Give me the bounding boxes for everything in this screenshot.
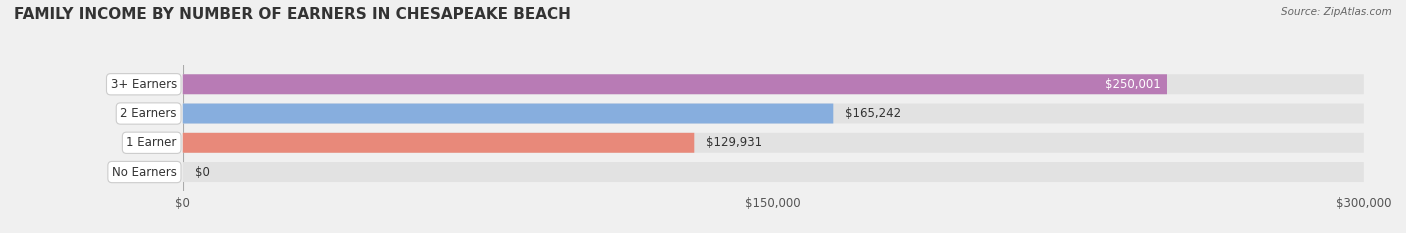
Text: FAMILY INCOME BY NUMBER OF EARNERS IN CHESAPEAKE BEACH: FAMILY INCOME BY NUMBER OF EARNERS IN CH… — [14, 7, 571, 22]
Text: No Earners: No Earners — [112, 165, 177, 178]
Text: $0: $0 — [194, 165, 209, 178]
FancyBboxPatch shape — [183, 162, 1364, 182]
FancyBboxPatch shape — [183, 74, 1167, 94]
FancyBboxPatch shape — [183, 103, 834, 123]
Text: Source: ZipAtlas.com: Source: ZipAtlas.com — [1281, 7, 1392, 17]
Text: $165,242: $165,242 — [845, 107, 901, 120]
Text: 3+ Earners: 3+ Earners — [111, 78, 177, 91]
FancyBboxPatch shape — [183, 133, 1364, 153]
FancyBboxPatch shape — [183, 74, 1364, 94]
FancyBboxPatch shape — [183, 103, 1364, 123]
Text: 2 Earners: 2 Earners — [121, 107, 177, 120]
FancyBboxPatch shape — [183, 133, 695, 153]
Text: $129,931: $129,931 — [706, 136, 762, 149]
Text: $250,001: $250,001 — [1105, 78, 1161, 91]
Text: 1 Earner: 1 Earner — [127, 136, 177, 149]
